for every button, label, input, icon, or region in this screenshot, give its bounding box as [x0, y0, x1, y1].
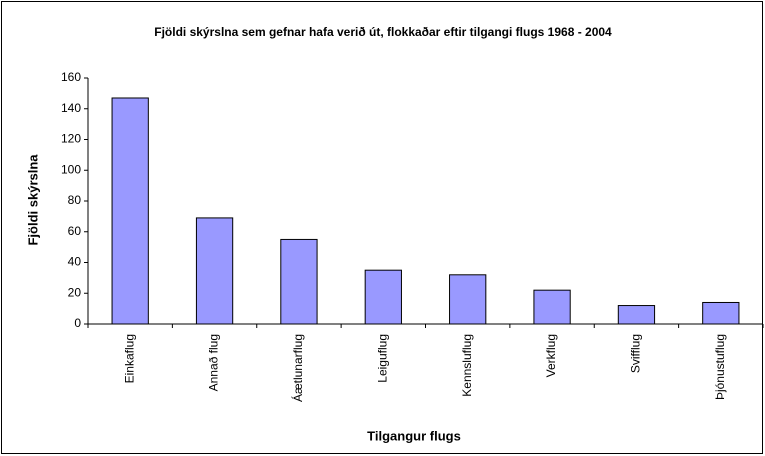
y-tick-label: 0: [74, 316, 81, 330]
y-tick-label: 140: [61, 101, 81, 115]
x-tick-label: Einkaflug: [122, 334, 136, 383]
y-tick-label: 100: [61, 162, 81, 176]
bar: [111, 97, 149, 325]
y-tick-label: 80: [68, 193, 82, 207]
x-tick-label: Áætlunarflug: [290, 334, 305, 402]
x-tick-label: Kennsluflug: [460, 334, 474, 397]
x-tick-label: Svifflug: [629, 334, 643, 373]
x-tick-label: Þjónustuflug: [713, 334, 727, 400]
x-tick-label: Annað flug: [207, 334, 221, 391]
y-tick-label: 120: [61, 132, 81, 146]
bar: [702, 301, 740, 325]
bar: [617, 305, 656, 325]
x-tick-label: Verkflug: [544, 334, 558, 377]
y-tick-label: 20: [68, 285, 82, 299]
x-axis-title: Tilgangur flugs: [367, 428, 461, 443]
bar: [195, 217, 234, 325]
bar: [449, 274, 487, 325]
y-tick-label: 40: [68, 255, 82, 269]
bar: [533, 289, 571, 325]
y-tick-label: 60: [68, 224, 82, 238]
bar: [280, 238, 318, 325]
y-tick-label: 160: [61, 70, 81, 84]
bar: [364, 269, 402, 325]
chart-title: Fjöldi skýrslna sem gefnar hafa verið út…: [154, 25, 612, 39]
x-tick-label: Leiguflug: [375, 334, 389, 383]
y-axis-title: Fjöldi skýrslna: [25, 154, 40, 246]
